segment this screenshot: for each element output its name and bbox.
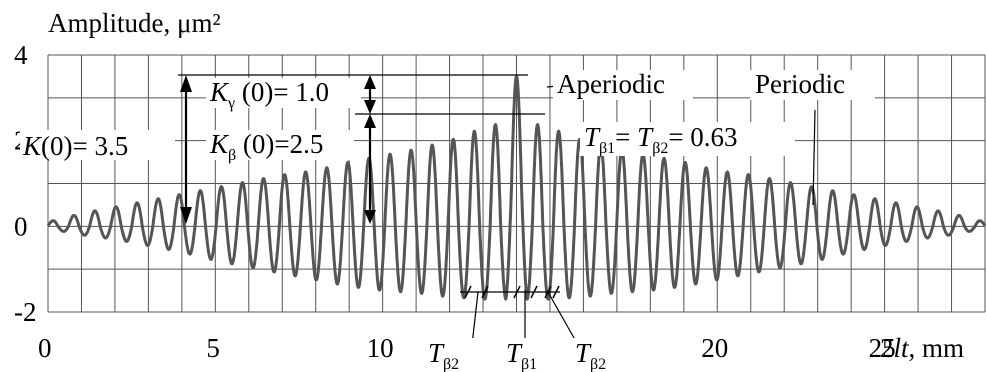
- tb2-left-leader-line: [471, 291, 479, 346]
- periodic-leader-line: [812, 109, 816, 206]
- aperiodic-label: Aperiodic: [557, 69, 665, 99]
- bottom-labels-bg: [428, 338, 618, 372]
- kgamma-label-bg: [206, 78, 361, 108]
- arrowhead: [364, 114, 376, 128]
- arrowhead: [364, 210, 376, 224]
- arrowhead: [180, 207, 192, 224]
- signal-series-line: [46, 74, 987, 301]
- periodic-label: Periodic: [755, 69, 845, 99]
- x-tick-label: 25: [869, 333, 896, 363]
- kbeta-label-bg: [206, 130, 354, 160]
- period-eq-label-bg: [580, 122, 795, 156]
- arrowhead: [364, 100, 376, 114]
- kbeta-label: Kβ (0)=2.5: [209, 129, 323, 164]
- x-tick-label: 0: [38, 333, 52, 363]
- arrowhead: [180, 75, 192, 92]
- tb2-left-label: Tβ2: [428, 338, 459, 372]
- y-tick-label: 0: [14, 211, 28, 241]
- x-axis-label: 2lt, mm: [880, 333, 964, 363]
- x-tick-label: 20: [701, 333, 728, 363]
- periodic-label-bg: [750, 70, 875, 100]
- period-tick-marks: [464, 285, 560, 299]
- x-tick-label: 10: [367, 333, 394, 363]
- annotation-lines: [178, 74, 816, 346]
- tb2-right-label: Tβ2: [575, 338, 606, 372]
- aperiodic-label-bg: [553, 70, 693, 100]
- y-tick-label: -2: [14, 297, 37, 327]
- period-eq-label: Tβ1= Tβ2= 0.63: [584, 122, 738, 157]
- y-axis-label: Amplitude, μm²: [48, 8, 221, 38]
- kgamma-label: Kγ (0)= 1.0: [209, 77, 329, 112]
- x-tick-label: 5: [206, 333, 220, 363]
- y-axis-ticks: 420-2: [14, 40, 37, 327]
- k0-label-bg: [20, 130, 175, 160]
- arrowheads: [180, 75, 376, 224]
- k0-label: K(0)= 3.5: [22, 131, 128, 161]
- tb2-right-leader-line: [547, 291, 579, 346]
- tb1-label: Tβ1: [506, 338, 537, 372]
- arrowhead: [364, 75, 376, 89]
- y-tick-label: 4: [14, 40, 28, 70]
